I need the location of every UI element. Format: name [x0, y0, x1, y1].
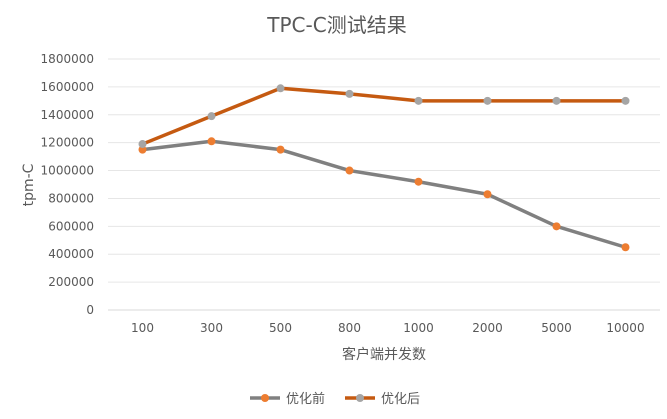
data-point [207, 137, 216, 146]
data-point [552, 222, 561, 231]
y-tick-label: 1000000 [41, 164, 94, 178]
x-tick-label: 2000 [472, 321, 503, 335]
series-2 [138, 84, 630, 149]
data-point [621, 243, 630, 252]
y-tick-label: 1800000 [41, 52, 94, 66]
y-tick-label: 1400000 [41, 108, 94, 122]
x-tick-label: 300 [200, 321, 223, 335]
legend: 优化前 优化后 [250, 391, 420, 407]
legend-item: 优化后 [345, 392, 420, 407]
series-1 [138, 137, 630, 252]
data-point [552, 96, 561, 105]
y-tick-label: 1200000 [41, 136, 94, 150]
x-axis-title: 客户端并发数 [342, 346, 426, 363]
data-point [276, 145, 285, 154]
legend-label: 优化后 [381, 392, 420, 407]
y-tick-label: 400000 [48, 247, 94, 261]
data-point [138, 145, 147, 154]
data-point [483, 190, 492, 199]
legend-marker [356, 394, 364, 402]
y-tick-label: 600000 [48, 219, 94, 233]
y-tick-label: 800000 [48, 191, 94, 205]
data-point [276, 84, 285, 93]
y-tick-label: 0 [86, 303, 94, 317]
x-tick-label: 1000 [403, 321, 434, 335]
y-tick-label: 1600000 [41, 80, 94, 94]
legend-item: 优化前 [250, 391, 325, 407]
series-line [140, 139, 628, 249]
data-point [345, 166, 354, 175]
x-tick-label: 800 [338, 321, 361, 335]
data-point [138, 140, 147, 149]
y-axis-ticks: 0 200000 400000 600000 800000 1000000 1200000 1… [41, 52, 94, 317]
legend-label: 优化前 [286, 391, 325, 407]
x-tick-label: 10000 [606, 321, 644, 335]
data-point [414, 177, 423, 186]
data-point [414, 96, 423, 105]
x-tick-label: 500 [269, 321, 292, 335]
series-line [140, 86, 628, 146]
data-point [345, 89, 354, 98]
data-point [621, 96, 630, 105]
x-tick-label: 100 [131, 321, 154, 335]
x-tick-label: 5000 [541, 321, 572, 335]
y-axis-title: tpm-C [21, 163, 37, 206]
legend-marker [261, 394, 269, 402]
data-point [207, 112, 216, 121]
chart-title: TPC-C测试结果 [266, 13, 406, 37]
series-lines [138, 84, 630, 252]
x-axis-ticks: 100 300 500 800 1000 2000 5000 10000 [131, 321, 645, 335]
data-point [483, 96, 492, 105]
y-tick-label: 200000 [48, 275, 94, 289]
